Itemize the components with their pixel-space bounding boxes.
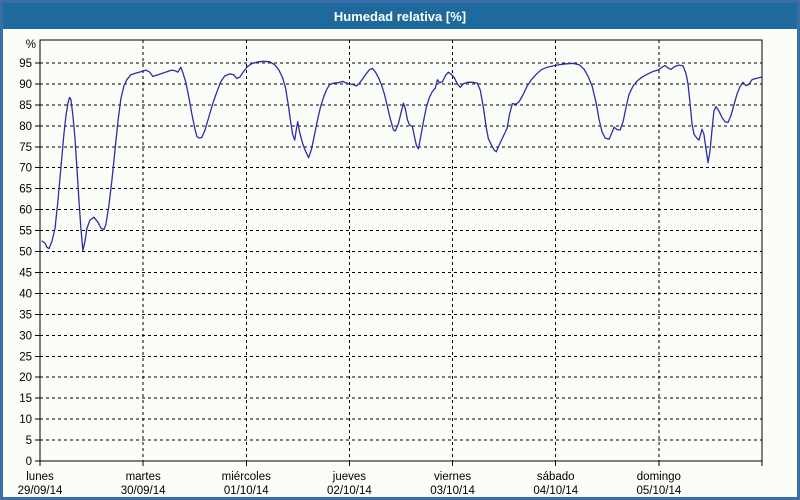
svg-text:10: 10 xyxy=(19,414,32,426)
svg-text:05/10/14: 05/10/14 xyxy=(636,485,681,497)
svg-text:04/10/14: 04/10/14 xyxy=(533,485,578,497)
svg-text:50: 50 xyxy=(19,247,32,259)
svg-text:55: 55 xyxy=(19,226,32,238)
humidity-series-line xyxy=(41,60,762,251)
svg-text:martes: martes xyxy=(126,471,161,483)
svg-text:jueves: jueves xyxy=(332,471,366,483)
svg-text:80: 80 xyxy=(19,121,32,133)
x-axis-labels: lunes 29/09/14 martes 30/09/14 miércoles 01/1… xyxy=(18,471,682,497)
svg-text:0: 0 xyxy=(26,456,32,468)
svg-text:60: 60 xyxy=(19,205,32,217)
y-axis-labels: 0 5 10 15 20 25 30 35 40 45 50 55 60 65 70 75 80 85 90 95% xyxy=(19,39,36,468)
svg-text:25: 25 xyxy=(19,351,32,363)
svg-text:20: 20 xyxy=(19,372,32,384)
svg-text:65: 65 xyxy=(19,184,32,196)
svg-text:40: 40 xyxy=(19,288,32,300)
svg-text:90: 90 xyxy=(19,79,32,91)
svg-text:29/09/14: 29/09/14 xyxy=(18,485,63,497)
svg-text:01/10/14: 01/10/14 xyxy=(224,485,269,497)
chart-title-bar: Humedad relativa [%] xyxy=(3,3,797,29)
chart-area: 0 5 10 15 20 25 30 35 40 45 50 55 60 65 70 75 80 85 90 95% l… xyxy=(3,29,797,497)
svg-text:75: 75 xyxy=(19,142,32,154)
svg-text:95: 95 xyxy=(19,58,32,70)
svg-text:viernes: viernes xyxy=(434,471,471,483)
plot-border xyxy=(39,39,763,462)
humidity-chart: 0 5 10 15 20 25 30 35 40 45 50 55 60 65 70 75 80 85 90 95% l… xyxy=(18,39,763,497)
svg-text:35: 35 xyxy=(19,309,32,321)
svg-text:70: 70 xyxy=(19,163,32,175)
svg-text:30: 30 xyxy=(19,330,32,342)
svg-text:5: 5 xyxy=(26,435,32,447)
svg-text:02/10/14: 02/10/14 xyxy=(327,485,372,497)
svg-text:30/09/14: 30/09/14 xyxy=(121,485,166,497)
svg-text:domingo: domingo xyxy=(637,471,681,483)
y-axis-unit: % xyxy=(26,39,36,51)
svg-text:lunes: lunes xyxy=(26,471,54,483)
svg-text:sábado: sábado xyxy=(537,471,575,483)
axis-ticks xyxy=(35,62,763,466)
chart-title: Humedad relativa [%] xyxy=(333,8,467,24)
svg-text:03/10/14: 03/10/14 xyxy=(430,485,475,497)
svg-text:15: 15 xyxy=(19,393,32,405)
svg-text:miércoles: miércoles xyxy=(222,471,271,483)
svg-text:85: 85 xyxy=(19,100,32,112)
gridlines xyxy=(40,40,762,461)
svg-text:45: 45 xyxy=(19,267,32,279)
